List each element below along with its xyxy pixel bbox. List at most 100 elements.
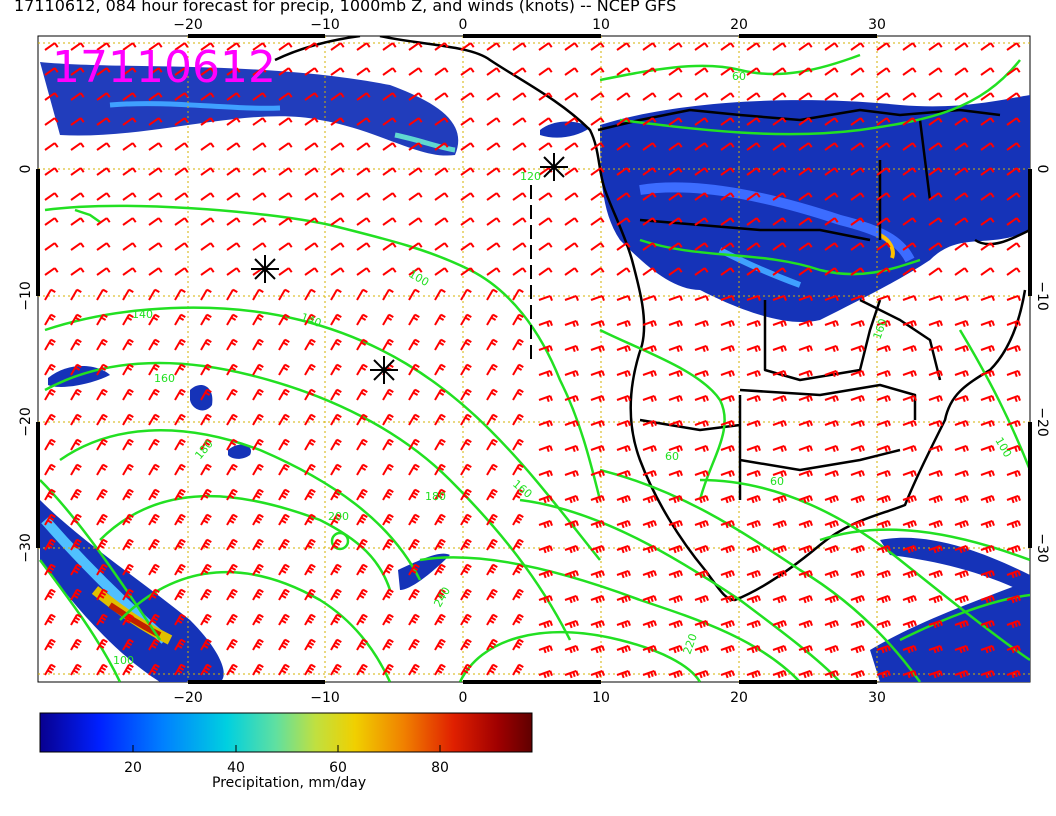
wind-barb	[902, 669, 917, 679]
wind-barb	[434, 192, 449, 201]
colorbar-label: Precipitation, mm/day	[212, 775, 367, 791]
wind-barb	[824, 494, 839, 504]
wind-barb	[148, 613, 160, 626]
wind-barb	[200, 663, 212, 676]
wind-barb	[486, 413, 498, 426]
wind-barb	[798, 569, 813, 579]
wind-barb	[226, 313, 238, 326]
colorbar-ticks	[132, 745, 441, 752]
wind-barb	[382, 142, 397, 151]
wind-barb	[96, 117, 111, 126]
wind-barb	[798, 369, 813, 378]
wind-barb	[876, 394, 891, 403]
wind-barb	[486, 192, 501, 201]
wind-barb	[616, 217, 631, 226]
wind-barb	[512, 388, 524, 401]
wind-barb	[694, 494, 709, 504]
wind-barb	[564, 469, 579, 478]
wind-barb	[746, 369, 761, 378]
wind-barb	[174, 42, 189, 51]
wind-barb	[694, 519, 709, 529]
wind-barb	[330, 363, 342, 376]
contour-label: 60	[665, 450, 679, 463]
wind-barb	[122, 363, 134, 376]
wind-barb	[850, 294, 865, 301]
wind-barb	[850, 142, 865, 151]
wind-barb	[798, 619, 813, 629]
wind-barb	[122, 142, 137, 151]
wind-barb	[980, 569, 995, 579]
wind-barb	[226, 192, 241, 201]
wind-barb	[720, 319, 735, 328]
wind-barb	[148, 217, 163, 226]
wind-barb	[304, 42, 319, 51]
wind-barb	[954, 217, 969, 226]
wind-barb	[330, 217, 345, 226]
wind-barb	[44, 92, 59, 101]
wind-barb	[1006, 569, 1021, 579]
wind-barb	[330, 538, 342, 551]
wind-barb	[486, 242, 501, 251]
wind-barb	[304, 167, 319, 176]
wind-barb	[200, 167, 215, 176]
wind-barb	[408, 638, 420, 651]
wind-barb	[148, 463, 160, 476]
wind-barb	[954, 494, 969, 504]
wind-barb	[512, 92, 527, 101]
wind-barb	[486, 67, 501, 76]
wind-barb	[96, 613, 108, 626]
wind-barb	[174, 92, 189, 101]
wind-barb	[304, 413, 316, 426]
wind-barb	[382, 663, 394, 676]
lat-tick: 0	[1034, 165, 1050, 174]
wind-barb	[772, 469, 787, 478]
wind-barb	[538, 469, 553, 478]
wind-barb	[954, 242, 969, 251]
wind-barb	[928, 117, 943, 126]
wind-barb	[720, 419, 735, 428]
wind-barb	[96, 463, 108, 476]
wind-barb	[1006, 319, 1021, 328]
wind-barb	[824, 192, 839, 201]
wind-barb	[772, 42, 787, 51]
wind-barb	[44, 338, 56, 351]
wind-barb	[642, 67, 657, 76]
wind-barb	[824, 344, 839, 353]
wind-barb	[746, 167, 761, 176]
wind-barb	[564, 117, 579, 126]
wind-barb	[122, 117, 137, 126]
wind-barb	[460, 192, 475, 201]
wind-barb	[148, 117, 163, 126]
wind-barb	[538, 42, 553, 51]
wind-barb	[96, 663, 108, 676]
wind-barb	[330, 288, 342, 301]
wind-barb	[902, 67, 917, 76]
wind-barb	[122, 638, 134, 651]
wind-barb	[278, 488, 290, 501]
wind-barb	[772, 644, 787, 654]
wind-barb	[304, 192, 319, 201]
wind-barb	[564, 669, 579, 679]
wind-barb	[746, 594, 761, 604]
wind-barb	[616, 92, 631, 101]
wind-barb	[148, 563, 160, 576]
lat-tick: −10	[18, 281, 34, 311]
wind-barb	[798, 344, 813, 353]
wind-barb	[486, 388, 498, 401]
wind-barb	[148, 538, 160, 551]
wind-barb	[694, 419, 709, 428]
wind-barb	[96, 67, 111, 76]
wind-barb	[148, 363, 160, 376]
wind-barb	[564, 619, 579, 629]
wind-barb	[200, 288, 212, 301]
wind-barb	[876, 217, 891, 226]
wind-barb	[668, 394, 683, 403]
lat-tick: −30	[1034, 533, 1050, 563]
wind-barb	[538, 669, 553, 679]
wind-barb	[538, 92, 553, 101]
wind-barb	[70, 638, 82, 651]
wind-barb	[824, 92, 839, 101]
wind-barb	[460, 117, 475, 126]
wind-barb	[44, 388, 56, 401]
wind-barb	[304, 217, 319, 226]
